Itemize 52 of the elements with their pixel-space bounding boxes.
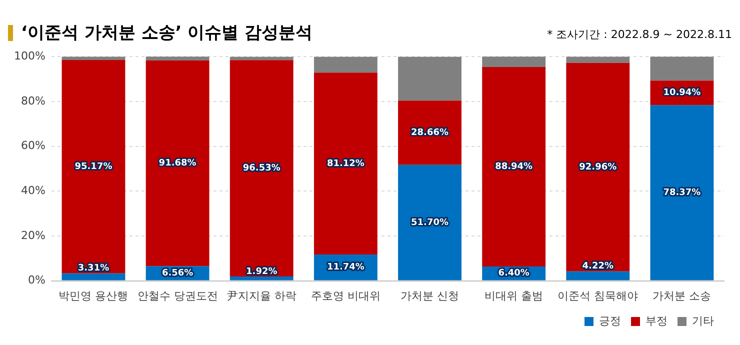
data-label: 4.22% (582, 262, 614, 272)
data-label: 1.92% (246, 266, 278, 277)
y-tick-label: 100% (14, 49, 46, 62)
legend-label: 부정 (646, 314, 668, 328)
bar (230, 276, 294, 280)
bar (314, 72, 378, 254)
bar (482, 67, 546, 266)
bar (398, 56, 462, 101)
legend-label: 기타 (692, 314, 714, 328)
bar (62, 60, 126, 274)
data-label: 10.94% (663, 88, 701, 98)
x-tick-label: 가처분 신청 (400, 289, 460, 302)
bar (482, 56, 546, 68)
x-tick-label: 비대위 출범 (484, 289, 544, 302)
bar (230, 60, 294, 276)
chart-title: ‘이준석 가처분 소송’ 이슈별 감성분석 (21, 22, 313, 44)
data-label: 88.94% (495, 162, 533, 172)
bar (398, 164, 462, 280)
x-tick-label: 주호영 비대위 (310, 289, 380, 302)
data-label: 91.68% (158, 158, 196, 169)
y-tick-label: 20% (20, 228, 46, 242)
data-label: 81.12% (326, 158, 364, 169)
data-label: 6.56% (162, 268, 194, 279)
y-tick-label: 0% (28, 274, 46, 287)
bar (62, 273, 126, 280)
data-label: 95.17% (74, 162, 112, 172)
data-label: 96.53% (242, 164, 280, 174)
data-label: 51.70% (411, 218, 449, 228)
x-tick-label: 안철수 당권도전 (137, 289, 218, 302)
legend-label: 긍정 (599, 314, 621, 328)
y-tick-label: 40% (20, 184, 46, 197)
bar (650, 105, 714, 280)
text: * 조사기간 : 2022.8.9 ~ 2022.8.11 (547, 28, 732, 41)
data-label: 92.96% (579, 162, 617, 172)
bar (314, 56, 378, 73)
y-tick-label: 60% (20, 139, 46, 152)
bar (650, 56, 714, 81)
bar (566, 56, 630, 63)
x-tick-label: 이준석 침묵해야 (558, 289, 638, 302)
x-tick-label: 尹지지율 하락 (226, 289, 296, 302)
data-label: 6.40% (498, 268, 530, 279)
data-label: 3.31% (78, 264, 110, 274)
bar (566, 271, 630, 280)
y-tick-label: 80% (20, 94, 46, 108)
data-label: 11.74% (326, 262, 364, 273)
bar (398, 100, 462, 165)
x-tick-label: 박민영 용산행 (58, 289, 128, 302)
x-tick-label: 가처분 소송 (652, 289, 712, 302)
bar (146, 60, 210, 266)
data-label: 28.66% (411, 128, 449, 138)
bar (566, 62, 630, 272)
data-label: 78.37% (663, 188, 701, 198)
